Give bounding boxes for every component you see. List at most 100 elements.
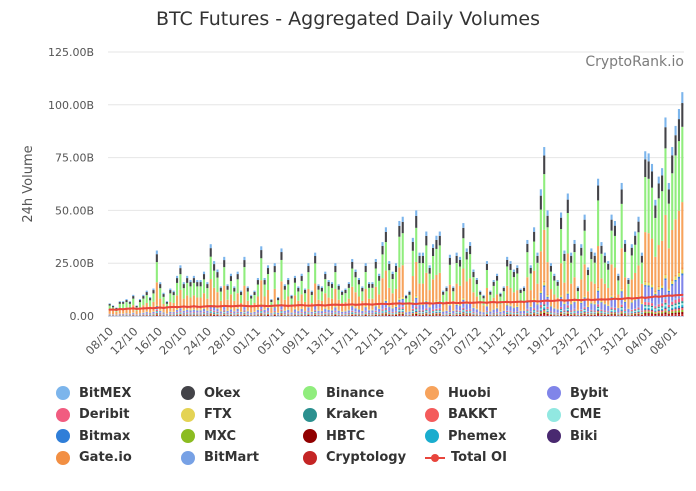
bar-stack[interactable] (512, 269, 515, 316)
bar-stack[interactable] (509, 261, 512, 316)
bar-stack[interactable] (293, 275, 296, 316)
bar-stack[interactable] (192, 275, 195, 316)
legend-item-bitmax[interactable]: Bitmax (56, 426, 130, 446)
bar-stack[interactable] (206, 282, 209, 316)
bar-stack[interactable] (664, 117, 667, 316)
bar-stack[interactable] (415, 210, 418, 316)
bar-stack[interactable] (590, 248, 593, 316)
bar-stack[interactable] (522, 286, 526, 316)
bar-stack[interactable] (624, 239, 627, 316)
bar-stack[interactable] (533, 227, 536, 316)
bar-stack[interactable] (263, 277, 266, 316)
legend-item-total-oi[interactable]: Total OI (425, 448, 507, 468)
bar-stack[interactable] (132, 294, 135, 316)
bar-stack[interactable] (583, 214, 586, 316)
bar-stack[interactable] (425, 231, 428, 316)
bar-stack[interactable] (492, 280, 495, 316)
bar-stack[interactable] (405, 294, 408, 316)
legend-item-bitmart[interactable]: BitMart (181, 448, 259, 468)
bar-stack[interactable] (260, 246, 263, 316)
legend-item-deribit[interactable]: Deribit (56, 405, 129, 425)
bar-stack[interactable] (162, 292, 165, 316)
bar-stack[interactable] (371, 282, 374, 316)
bar-stack[interactable] (182, 282, 185, 316)
legend-item-bakkt[interactable]: BAKKT (425, 405, 497, 425)
bar-stack[interactable] (273, 263, 276, 316)
bar-stack[interactable] (347, 282, 350, 316)
bar-stack[interactable] (677, 109, 680, 316)
bar-stack[interactable] (176, 275, 179, 316)
legend-item-phemex[interactable]: Phemex (425, 426, 506, 446)
bar-stack[interactable] (236, 271, 239, 316)
bar-stack[interactable] (448, 254, 451, 316)
bar-stack[interactable] (566, 193, 569, 317)
bar-stack[interactable] (563, 250, 566, 316)
bar-stack[interactable] (674, 125, 677, 316)
bar-stack[interactable] (233, 286, 236, 316)
bar-stack[interactable] (428, 265, 431, 316)
bar-stack[interactable] (216, 269, 219, 316)
bar-stack[interactable] (661, 168, 664, 316)
bar-stack[interactable] (489, 290, 492, 316)
legend-item-cryptology[interactable]: Cryptology (303, 448, 406, 468)
bar-stack[interactable] (189, 280, 192, 316)
bar-stack[interactable] (475, 277, 478, 316)
bar-stack[interactable] (536, 252, 539, 316)
bar-stack[interactable] (654, 199, 657, 316)
bar-stack[interactable] (438, 231, 441, 316)
bar-stack[interactable] (671, 147, 674, 316)
bar-stack[interactable] (135, 305, 138, 316)
bar-stack[interactable] (657, 176, 660, 316)
bar-stack[interactable] (499, 292, 502, 316)
bar-stack[interactable] (307, 263, 310, 316)
bar-stack[interactable] (610, 214, 613, 316)
bar-stack[interactable] (196, 280, 199, 316)
bar-stack[interactable] (179, 265, 182, 316)
bar-stack[interactable] (570, 252, 573, 316)
bar-stack[interactable] (142, 294, 145, 316)
bar-stack[interactable] (516, 265, 519, 316)
bar-stack[interactable] (324, 271, 327, 316)
bar-stack[interactable] (388, 261, 391, 316)
legend-item-mxc[interactable]: MXC (181, 426, 236, 446)
bar-stack[interactable] (553, 273, 556, 316)
bar-stack[interactable] (479, 290, 482, 316)
bar-stack[interactable] (627, 277, 630, 316)
bar-stack[interactable] (549, 263, 552, 316)
bar-stack[interactable] (630, 244, 633, 316)
legend-item-huobi[interactable]: Huobi (425, 383, 491, 403)
bar-stack[interactable] (256, 277, 259, 316)
bar-stack[interactable] (223, 256, 226, 316)
bar-stack[interactable] (485, 261, 488, 316)
bar-stack[interactable] (341, 290, 344, 316)
legend-item-okex[interactable]: Okex (181, 383, 241, 403)
bar-stack[interactable] (219, 286, 222, 316)
bar-stack[interactable] (546, 210, 549, 316)
bar-stack[interactable] (617, 273, 620, 316)
bar-stack[interactable] (411, 237, 414, 316)
bar-stack[interactable] (576, 286, 579, 316)
bar-stack[interactable] (647, 153, 650, 316)
legend-item-kraken[interactable]: Kraken (303, 405, 378, 425)
bar-stack[interactable] (600, 242, 603, 316)
legend-item-biki[interactable]: Biki (547, 426, 597, 446)
bar-stack[interactable] (290, 294, 293, 316)
bar-stack[interactable] (266, 265, 270, 316)
bar-stack[interactable] (644, 151, 647, 316)
bar-stack[interactable] (442, 290, 445, 316)
bar-stack[interactable] (317, 284, 320, 316)
bar-stack[interactable] (112, 305, 115, 316)
bar-stack[interactable] (165, 301, 168, 316)
bar-stack[interactable] (465, 248, 468, 316)
bar-stack[interactable] (270, 299, 273, 316)
bar-stack[interactable] (327, 280, 330, 316)
bar-stack[interactable] (226, 284, 229, 316)
bar-stack[interactable] (253, 290, 256, 316)
bar-stack[interactable] (418, 252, 421, 316)
bar-stack[interactable] (455, 252, 458, 316)
bar-stack[interactable] (560, 212, 563, 316)
bar-stack[interactable] (384, 227, 387, 316)
bar-stack[interactable] (597, 178, 600, 316)
bar-stack[interactable] (543, 147, 546, 316)
bar-stack[interactable] (128, 301, 131, 316)
